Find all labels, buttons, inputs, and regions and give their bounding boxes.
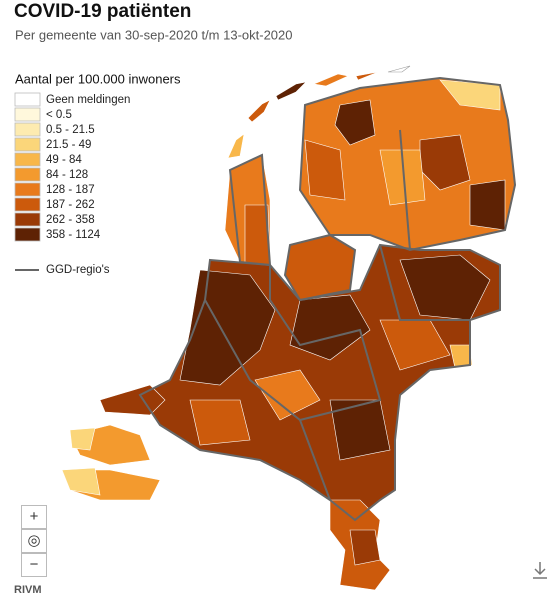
legend-swatch (14, 212, 41, 227)
island (247, 99, 271, 123)
legend-label: 0.5 - 21.5 (46, 124, 95, 136)
download-icon[interactable] (533, 562, 547, 579)
legend-label: Geen meldingen (46, 94, 130, 106)
legend: Aantal per 100.000 inwoners GGD-regio's … (14, 71, 181, 276)
legend-label: 84 - 128 (46, 169, 88, 181)
region (349, 529, 381, 566)
boundary-label: GGD-regio's (46, 264, 110, 276)
island (312, 73, 349, 87)
legend-swatch (14, 92, 41, 107)
legend-label: 187 - 262 (46, 199, 95, 211)
legend-label: 358 - 1124 (46, 229, 101, 241)
region (289, 294, 371, 361)
legend-label: 49 - 84 (46, 154, 82, 166)
legend-swatch (14, 167, 41, 182)
ggd-boundaries (138, 76, 517, 522)
map (61, 65, 516, 591)
region (179, 269, 276, 386)
zoom-in-button[interactable]: + (21, 505, 47, 529)
region (69, 427, 96, 451)
legend-label: 128 - 187 (46, 184, 95, 196)
region (61, 467, 101, 496)
region (399, 254, 491, 321)
island (275, 81, 307, 101)
legend-swatch (14, 137, 41, 152)
region (379, 149, 426, 206)
region (334, 99, 376, 146)
ggd-boundary (283, 233, 357, 302)
legend-swatch (14, 227, 41, 242)
region (329, 399, 391, 461)
source: RIVM (14, 584, 42, 596)
reset-button[interactable]: ◎ (21, 529, 47, 553)
region (469, 179, 506, 231)
island (387, 65, 411, 73)
island (227, 133, 245, 159)
ggd-boundary (138, 243, 501, 522)
region (189, 399, 251, 446)
zoom-out-button[interactable]: − (21, 553, 47, 577)
subtitle: Per gemeente van 30-sep-2020 t/m 13-okt-… (15, 27, 293, 42)
title: COVID-19 patiënten (14, 1, 191, 22)
legend-label: < 0.5 (46, 109, 72, 121)
region (449, 344, 473, 369)
legend-swatch (14, 152, 41, 167)
legend-swatch (14, 197, 41, 212)
ggd-boundary (204, 129, 470, 501)
legend-swatch (14, 182, 41, 197)
legend-label: 262 - 358 (46, 214, 95, 226)
island (355, 71, 379, 81)
legend-label: 21.5 - 49 (46, 139, 91, 151)
region (304, 139, 346, 201)
legend-swatch (14, 122, 41, 137)
region (254, 369, 321, 421)
legend-swatch (14, 107, 41, 122)
legend-title: Aantal per 100.000 inwoners (15, 71, 181, 86)
download-glyph (533, 562, 547, 579)
